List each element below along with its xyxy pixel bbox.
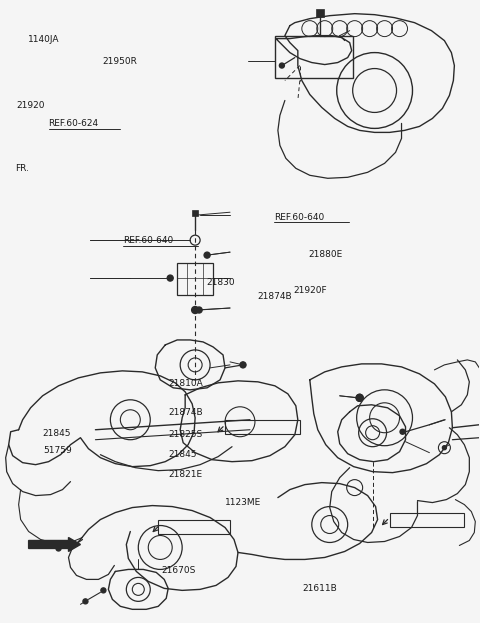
Text: 1140JA: 1140JA [28,36,60,44]
Text: 21845: 21845 [168,450,197,459]
Text: 51759: 51759 [43,446,72,455]
Bar [192,210,198,216]
Circle shape [192,307,199,313]
Text: 21825S: 21825S [168,430,203,439]
Bar [158,520,230,533]
FancyArrow shape [29,538,81,551]
Bar [390,513,464,526]
Circle shape [279,63,284,68]
Circle shape [196,307,202,313]
Text: 21821E: 21821E [168,470,203,479]
Circle shape [204,252,210,258]
Circle shape [356,394,363,401]
Circle shape [101,588,106,593]
Text: 21874B: 21874B [258,292,292,301]
Text: 21830: 21830 [206,278,235,287]
Circle shape [400,429,405,434]
Bar [225,420,300,434]
Text: 21670S: 21670S [161,566,195,574]
Text: REF.60-640: REF.60-640 [275,212,324,222]
Text: 21880E: 21880E [308,250,342,259]
Text: 1123ME: 1123ME [225,498,261,508]
Text: 21920: 21920 [16,101,45,110]
Text: REF.60-640: REF.60-640 [123,236,173,245]
Text: REF.60-624: REF.60-624 [48,119,99,128]
Text: 21874B: 21874B [168,407,203,417]
Text: 21845: 21845 [43,429,72,438]
Text: 21611B: 21611B [302,584,337,592]
Text: FR.: FR. [15,164,29,173]
Circle shape [56,546,61,551]
Circle shape [443,445,446,450]
Circle shape [240,363,245,368]
Bar [275,36,353,77]
Circle shape [356,394,363,401]
Circle shape [83,599,88,604]
Text: 21810A: 21810A [168,379,203,388]
Circle shape [167,275,173,281]
Text: 21920F: 21920F [294,286,327,295]
Circle shape [240,362,246,368]
Text: 21950R: 21950R [102,57,137,66]
Bar [316,9,324,17]
